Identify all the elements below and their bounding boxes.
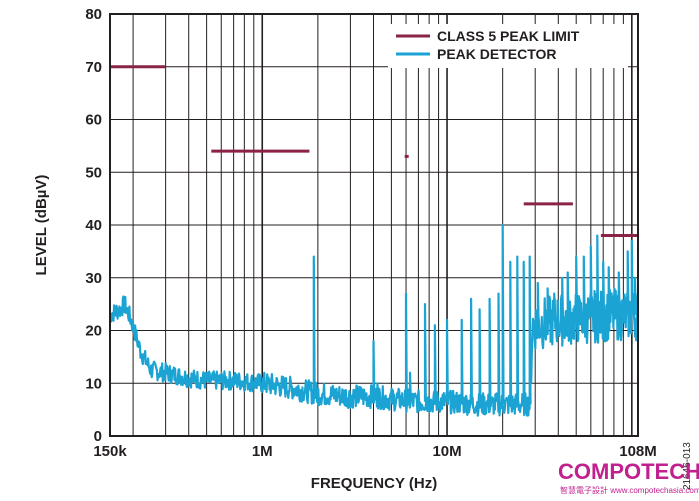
- limit-series: [110, 65, 638, 238]
- y-tick-label: 0: [94, 428, 102, 445]
- y-tick-label: 20: [85, 323, 102, 340]
- detector-series: [108, 223, 640, 417]
- y-tick-label: 10: [85, 375, 102, 392]
- detector-trace: [108, 223, 640, 417]
- y-axis-title: LEVEL (dBµV): [33, 175, 50, 276]
- watermark-logo: COMPOTECH: [558, 459, 699, 484]
- x-tick-label: 1M: [252, 443, 273, 460]
- y-tick-label: 40: [85, 217, 102, 234]
- y-tick-labels: 0 10 20 30 40 50 60 70 80: [85, 6, 102, 445]
- plot-frame: [109, 13, 639, 437]
- x-tick-label: 108M: [619, 443, 657, 460]
- y-tick-label: 70: [85, 59, 102, 76]
- y-tick-label: 30: [85, 270, 102, 287]
- y-tick-label: 60: [85, 112, 102, 129]
- legend: CLASS 5 PEAK LIMIT PEAK DETECTOR: [388, 24, 628, 68]
- x-tick-label: 10M: [432, 443, 461, 460]
- legend-detector-label: PEAK DETECTOR: [437, 46, 557, 62]
- x-axis-title: FREQUENCY (Hz): [311, 475, 437, 492]
- figure-id: 21646-013: [682, 442, 693, 490]
- x-tick-label: 150k: [93, 443, 127, 460]
- watermark: COMPOTECH 智慧電子設計 www.compotechasia.com: [558, 459, 699, 495]
- watermark-caption: 智慧電子設計 www.compotechasia.com: [560, 485, 699, 495]
- legend-limit-label: CLASS 5 PEAK LIMIT: [437, 28, 580, 44]
- y-tick-label: 80: [85, 6, 102, 23]
- y-tick-label: 50: [85, 164, 102, 181]
- x-tick-labels: 150k 1M 10M 108M: [93, 443, 656, 460]
- legend-box: [388, 24, 628, 68]
